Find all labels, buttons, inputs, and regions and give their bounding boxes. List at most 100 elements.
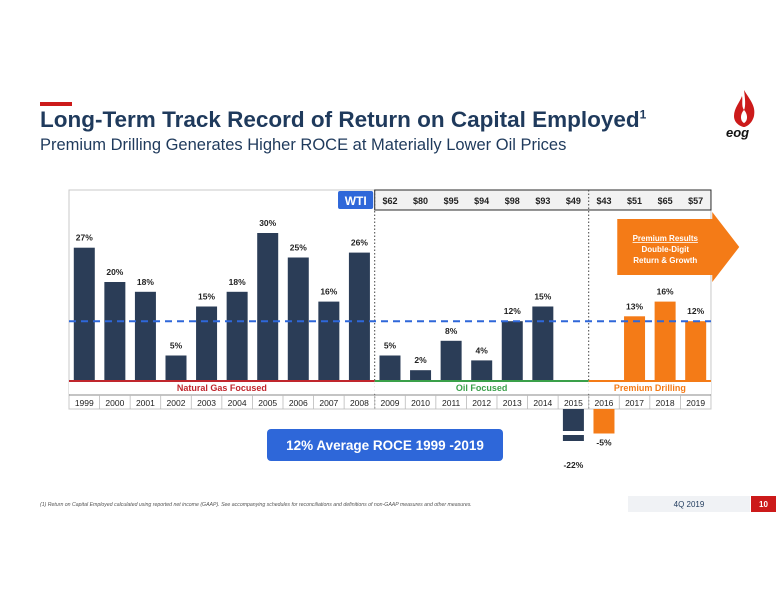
wti-price: $62: [382, 196, 397, 206]
page-title: Long-Term Track Record of Return on Capi…: [40, 107, 647, 132]
wti-label: WTI: [345, 194, 367, 208]
wti-price: $80: [413, 196, 428, 206]
data-label-2011: 8%: [445, 326, 458, 336]
eog-logo-icon: [734, 90, 755, 127]
bar-2003: [196, 306, 218, 380]
title-footnote-marker: 1: [639, 107, 647, 122]
wti-price: $57: [688, 196, 703, 206]
bar-2016: [593, 409, 615, 434]
footnote: (1) Return on Capital Employed calculate…: [40, 502, 472, 508]
bar-2011: [440, 340, 462, 380]
bar-2004: [226, 291, 248, 380]
wti-price: $98: [505, 196, 520, 206]
period-band: [588, 381, 711, 394]
data-label-2003: 15%: [198, 292, 215, 302]
x-tick-label: 2008: [350, 398, 369, 408]
x-tick-label: 2003: [197, 398, 216, 408]
bar-2014: [532, 306, 554, 380]
bar-2008: [348, 252, 370, 380]
data-label-2005: 30%: [259, 218, 276, 228]
x-tick-label: 2005: [258, 398, 277, 408]
bar-2018: [654, 301, 676, 380]
bar-2010: [410, 370, 432, 380]
wti-price: $51: [627, 196, 642, 206]
average-roce-box: 12% Average ROCE 1999 -2019: [267, 429, 503, 461]
data-label-2008: 26%: [351, 238, 368, 248]
data-label-2014: 15%: [534, 292, 551, 302]
x-tick-label: 2011: [442, 398, 461, 408]
data-label-2000: 20%: [106, 267, 123, 277]
bar-2000: [104, 282, 126, 380]
x-tick-label: 2013: [503, 398, 522, 408]
data-label-2010: 2%: [414, 355, 427, 365]
data-label-2019: 12%: [687, 306, 704, 316]
bar-2012: [471, 360, 493, 380]
callout-line-1: Premium Results: [633, 234, 699, 243]
x-tick-label: 2014: [533, 398, 552, 408]
data-label-2016: -5%: [596, 438, 612, 448]
data-label-2006: 25%: [290, 243, 307, 253]
x-tick-label: 1999: [75, 398, 94, 408]
logo-text: eog: [726, 125, 750, 140]
footer-quarter: 4Q 2019: [628, 496, 750, 512]
wti-price: $49: [566, 196, 581, 206]
x-tick-label: 2002: [167, 398, 186, 408]
data-label-1999: 27%: [76, 233, 93, 243]
x-tick-label: 2012: [472, 398, 491, 408]
wti-price: $93: [535, 196, 550, 206]
data-label-2013: 12%: [504, 306, 521, 316]
period-band: [69, 381, 375, 394]
wti-price: $43: [596, 196, 611, 206]
x-tick-label: 2010: [411, 398, 430, 408]
data-label-2017: 13%: [626, 301, 643, 311]
page-number: 10: [751, 496, 776, 512]
data-label-2012: 4%: [476, 345, 489, 355]
data-label-2009: 5%: [384, 341, 397, 351]
page-subtitle: Premium Drilling Generates Higher ROCE a…: [40, 136, 567, 154]
x-tick-label: 2000: [105, 398, 124, 408]
x-tick-label: 2018: [656, 398, 675, 408]
x-tick-label: 2001: [136, 398, 155, 408]
period-label: Premium Drilling: [614, 383, 686, 393]
x-tick-label: 2015: [564, 398, 583, 408]
data-label-2004: 18%: [229, 277, 246, 287]
callout-line-3: Return & Growth: [633, 256, 697, 265]
wti-row-box: [374, 189, 712, 211]
wti-price: $65: [658, 196, 673, 206]
bar-2001: [134, 291, 156, 380]
bar-2015: [562, 409, 584, 431]
data-label-2018: 16%: [657, 287, 674, 297]
data-label-2007: 16%: [320, 287, 337, 297]
x-tick-label: 2006: [289, 398, 308, 408]
bar-2007: [318, 301, 340, 380]
data-label-2015: -22%: [563, 460, 583, 470]
title-accent-bar: [40, 102, 72, 106]
bar-2005: [257, 233, 279, 380]
period-label: Natural Gas Focused: [177, 383, 267, 393]
wti-price: $94: [474, 196, 489, 206]
x-tick-label: 2004: [228, 398, 247, 408]
bar-2019: [685, 321, 707, 380]
premium-results-arrow: [617, 212, 740, 282]
x-tick-label: 2007: [319, 398, 338, 408]
bar-2002: [165, 355, 187, 380]
bar-2017: [624, 316, 646, 380]
wti-price: $95: [444, 196, 459, 206]
wti-label-box: [338, 191, 374, 209]
x-tick-label: 2009: [381, 398, 400, 408]
bar-1999: [73, 247, 95, 380]
period-label: Oil Focused: [456, 383, 508, 393]
data-label-2001: 18%: [137, 277, 154, 287]
axis-break-gap: [562, 431, 584, 435]
x-tick-label: 2016: [595, 398, 614, 408]
x-tick-label: 2017: [625, 398, 644, 408]
callout-line-2: Double-Digit: [641, 245, 689, 254]
bar-2013: [501, 321, 523, 380]
period-band: [374, 381, 589, 394]
x-tick-label: 2019: [686, 398, 705, 408]
data-label-2002: 5%: [170, 341, 183, 351]
bar-2009: [379, 355, 401, 380]
bar-2015-lower: [562, 435, 584, 441]
bar-2006: [287, 257, 309, 380]
